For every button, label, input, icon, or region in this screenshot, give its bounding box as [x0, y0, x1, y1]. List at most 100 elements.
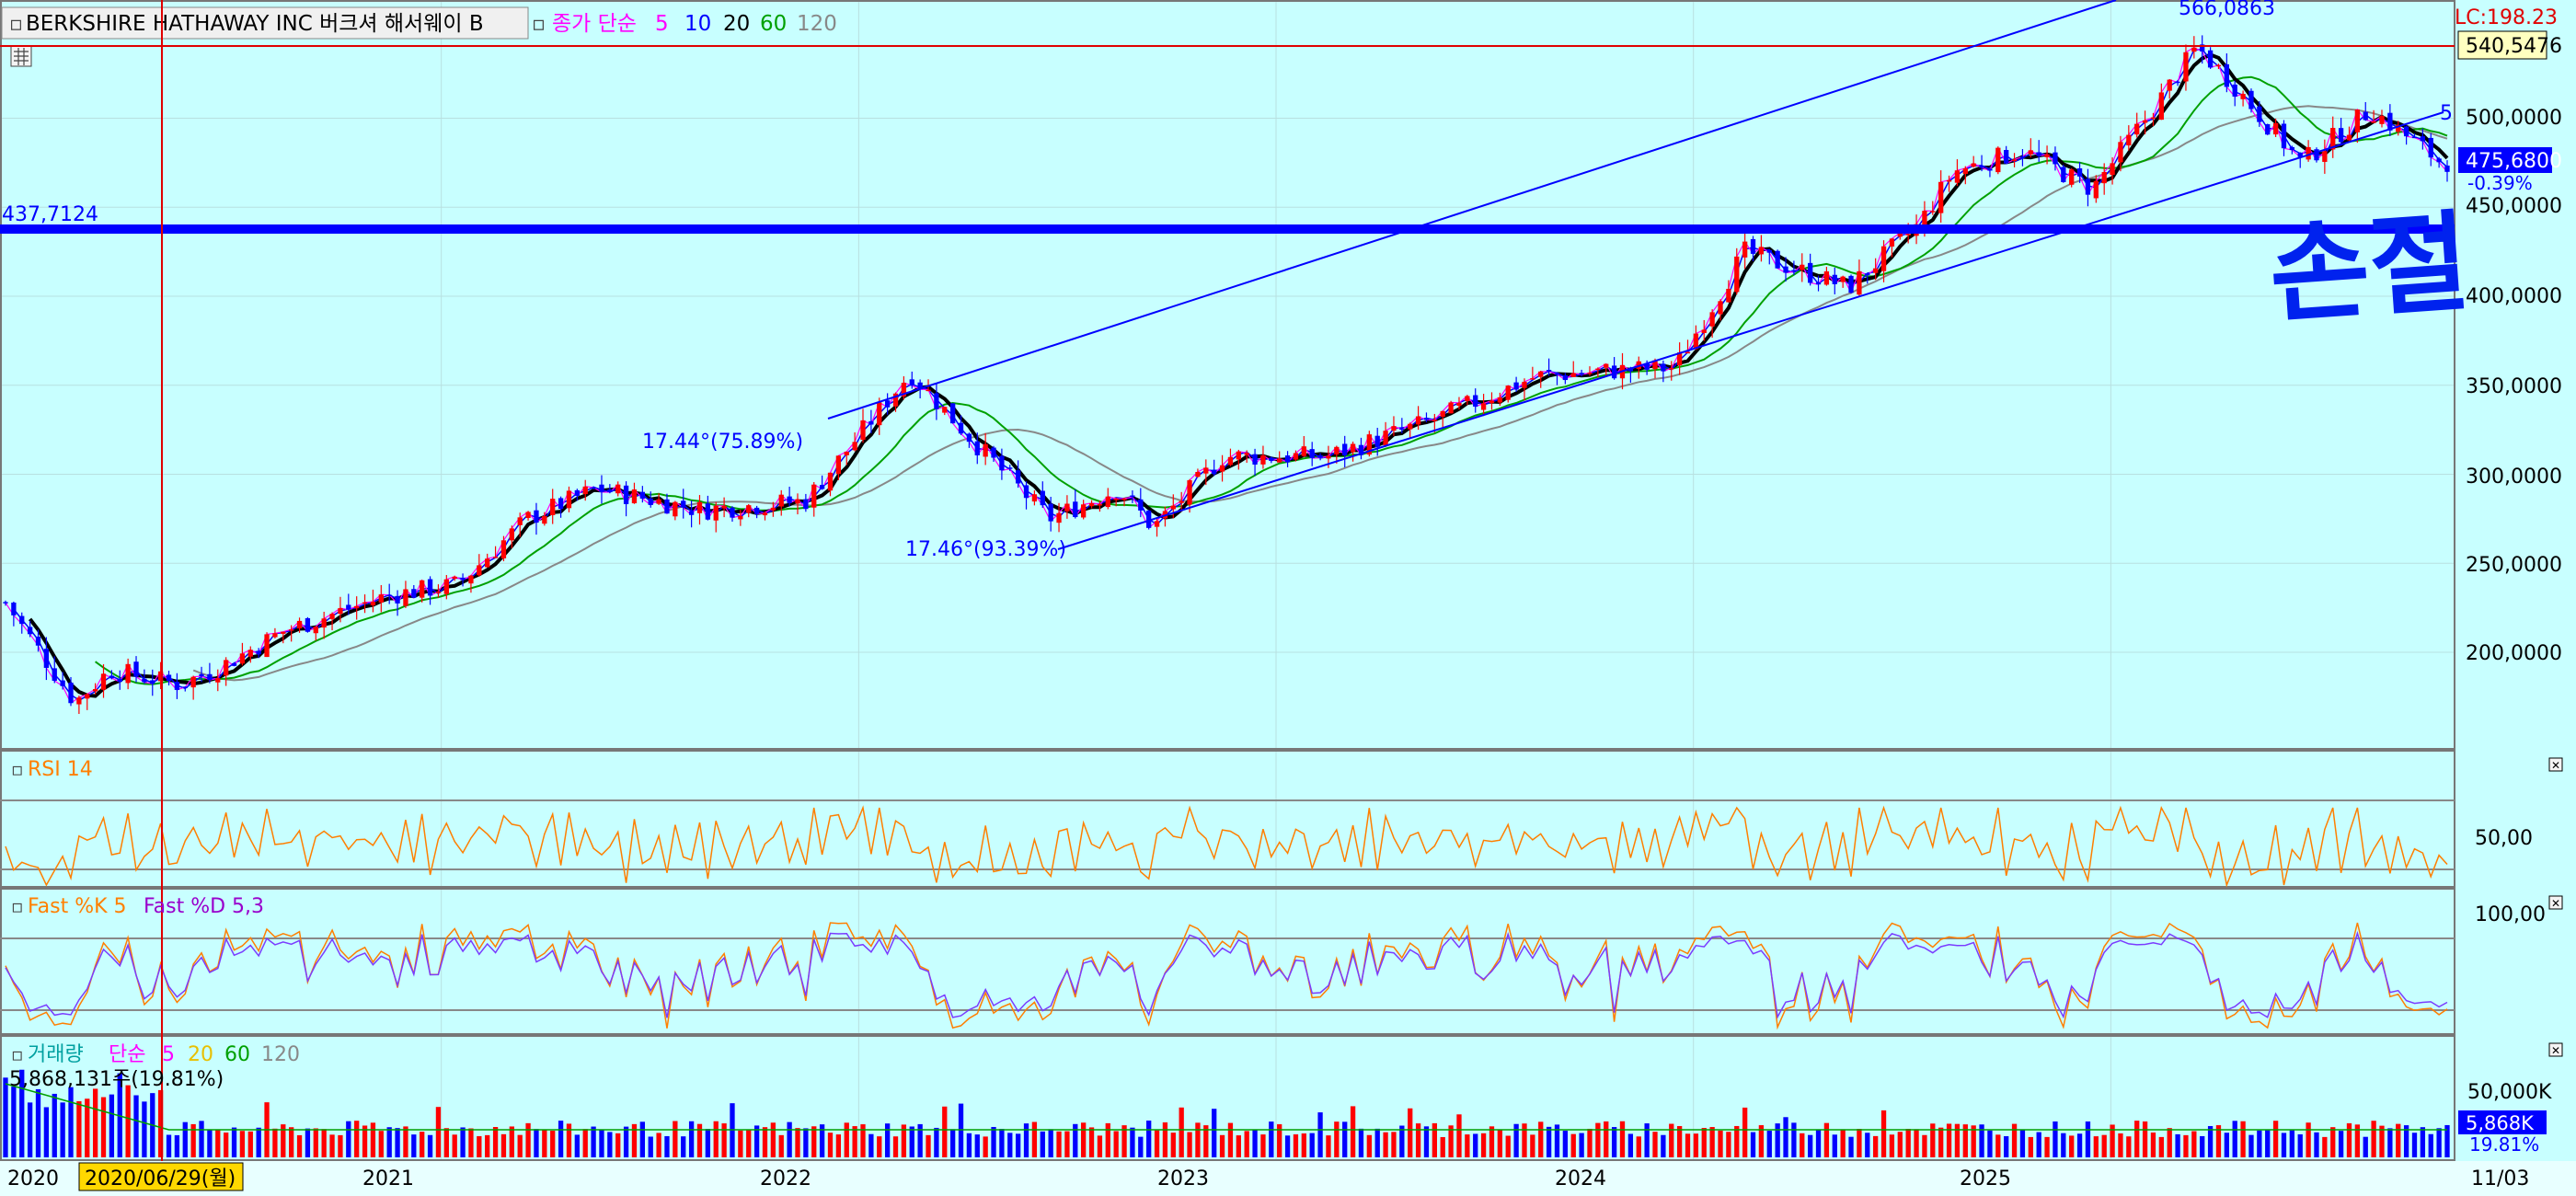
volume-bar — [917, 1123, 923, 1157]
candle-body — [2248, 90, 2254, 109]
candle-body — [1073, 501, 1078, 518]
volume-bar — [721, 1123, 727, 1157]
candle-body — [1480, 403, 1487, 410]
candle-body — [2118, 142, 2123, 163]
volume-bar — [1187, 1132, 1192, 1157]
candle-body — [2420, 136, 2426, 142]
volume-bar — [2346, 1122, 2352, 1157]
candle-body — [2191, 47, 2197, 52]
candle-body — [2175, 81, 2180, 84]
price-tick: 300,0000 — [2466, 466, 2562, 489]
indicator-layer — [0, 799, 2455, 1030]
volume-bar — [1644, 1123, 1650, 1157]
volume-bar — [1840, 1129, 1846, 1157]
candle-body — [1154, 521, 1160, 527]
candle-body — [1252, 454, 1258, 465]
volume-close-icon[interactable] — [2548, 1042, 2563, 1057]
candle-body — [803, 499, 809, 510]
volume-bar — [2200, 1135, 2205, 1157]
volume-bar — [395, 1128, 400, 1157]
candle-body — [525, 512, 531, 519]
candle-body — [166, 674, 172, 682]
volume-bar — [639, 1121, 646, 1157]
candle-body — [346, 604, 351, 610]
candle-body — [1432, 420, 1437, 421]
candle-body — [877, 402, 882, 426]
stoch-close-icon[interactable] — [2548, 895, 2563, 910]
volume-bar — [1162, 1121, 1168, 1157]
candle-body — [386, 594, 392, 597]
volume-bar — [2207, 1125, 2214, 1157]
candle-body — [272, 633, 278, 638]
volume-bar — [1023, 1123, 1029, 1157]
volume-bar — [1693, 1133, 1699, 1157]
candle-body — [1016, 470, 1021, 484]
candle-body — [1023, 485, 1029, 499]
candle-body — [1807, 262, 1813, 283]
volume-bar — [1121, 1125, 1127, 1157]
candle-body — [1644, 362, 1650, 370]
volume-bar — [1718, 1130, 1723, 1157]
volume-bar — [378, 1131, 384, 1157]
stock-name-box[interactable] — [1, 6, 529, 40]
candle-body — [2200, 44, 2205, 52]
price-tick: 450,0000 — [2466, 195, 2562, 218]
volume-bar — [934, 1127, 939, 1157]
volume-bar — [386, 1127, 392, 1157]
channel-upper-line[interactable] — [827, 0, 2117, 420]
volume-bar — [787, 1121, 792, 1157]
volume-bar — [1505, 1135, 1511, 1157]
candle-body — [289, 629, 294, 631]
volume-bar — [452, 1134, 457, 1157]
price-axis: 500,0000 450,0000 400,0000 350,0000 300,… — [2466, 107, 2562, 665]
candle-body — [1408, 423, 1413, 430]
candle-body — [215, 678, 221, 683]
volume-bar — [2257, 1130, 2262, 1157]
candle-body — [1244, 453, 1249, 455]
top-line-value-box — [2457, 30, 2547, 60]
rsi-close-icon[interactable] — [2548, 757, 2563, 772]
candle-body — [231, 662, 237, 666]
candle-body — [966, 433, 972, 443]
volume-bar — [1750, 1132, 1756, 1157]
candle-body — [2011, 159, 2018, 161]
volume-bar — [2306, 1122, 2311, 1157]
volume-bar — [362, 1125, 368, 1157]
volume-pct: 19.81% — [2469, 1133, 2539, 1156]
stoch-k-title: Fast %K 5 — [28, 895, 127, 918]
volume-bar — [1962, 1124, 1968, 1157]
volume-bar — [142, 1101, 147, 1157]
volume-bar — [566, 1123, 572, 1157]
volume-bar — [477, 1135, 482, 1157]
panel-borders — [0, 0, 2455, 1161]
volume-bar — [2224, 1133, 2229, 1157]
candle-body — [1922, 211, 1927, 227]
volume-title: 거래량 — [28, 1043, 84, 1066]
candle-body — [1546, 370, 1552, 372]
candle-body — [746, 505, 752, 513]
candle-body — [1088, 502, 1095, 507]
candle-body — [1350, 443, 1356, 453]
candle-body — [1358, 444, 1364, 455]
candle-body — [942, 407, 948, 413]
candle-body — [1040, 490, 1045, 506]
candle-body — [1652, 360, 1658, 370]
volume-bar — [1212, 1109, 1217, 1157]
candle-body — [681, 500, 686, 508]
channel-lower-line[interactable] — [1057, 111, 2444, 550]
volume-bar — [1562, 1131, 1569, 1157]
volume-bar — [2053, 1121, 2058, 1157]
volume-bar — [558, 1121, 564, 1157]
candle-body — [1219, 465, 1225, 472]
volume-bar — [2215, 1125, 2222, 1157]
volume-bar — [1880, 1110, 1887, 1157]
volume-bar — [1636, 1136, 1641, 1157]
candle-body — [1465, 396, 1470, 401]
angle-label-lower: 17.46°(93.39%) — [905, 538, 1066, 561]
candle-body — [485, 558, 490, 568]
volume-bar — [999, 1129, 1005, 1157]
volume-bar — [534, 1129, 539, 1157]
candle-body — [2322, 151, 2328, 162]
volume-bar — [877, 1136, 882, 1157]
